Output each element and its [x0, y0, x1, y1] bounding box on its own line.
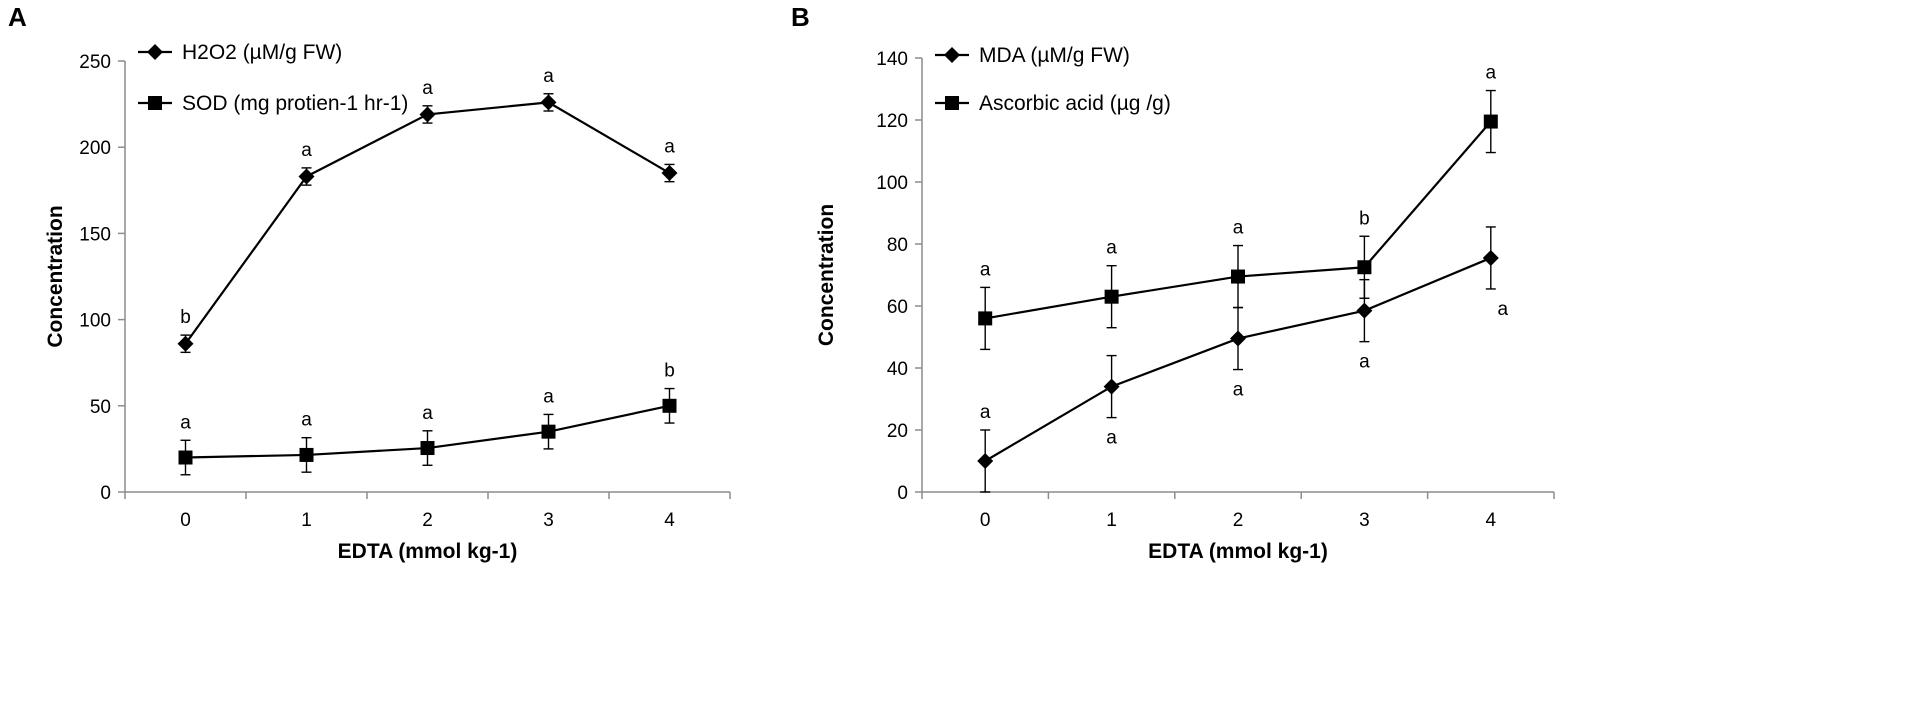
y-tick-label: 0 [897, 483, 908, 504]
legend-label: H2O2 (µM/g FW) [182, 41, 342, 64]
y-axis-title: Concentration [815, 204, 838, 346]
x-axis-title: EDTA (mmol kg-1) [1148, 540, 1328, 563]
data-point-diamond [977, 453, 994, 469]
significance-letter: a [1359, 352, 1370, 373]
y-axis-title: Concentration [44, 205, 67, 347]
y-tick-label: 20 [887, 421, 908, 442]
significance-letter: a [1233, 218, 1244, 239]
panel-label-b: B [791, 2, 810, 32]
data-point-diamond [298, 168, 315, 185]
data-point-square [1104, 289, 1119, 304]
x-tick-label: 3 [543, 510, 554, 531]
significance-letter: b [1359, 208, 1370, 229]
significance-letter: a [1498, 299, 1509, 320]
significance-letter: a [422, 403, 433, 424]
y-tick-label: 60 [887, 297, 908, 318]
x-tick-label: 0 [180, 510, 191, 531]
y-tick-label: 120 [876, 111, 908, 132]
significance-letter: a [980, 259, 991, 280]
legend-label: MDA (µM/g FW) [979, 44, 1130, 67]
y-tick-label: 100 [876, 173, 908, 194]
series-square-group: a a a b a [978, 63, 1498, 351]
data-point-square [978, 311, 993, 326]
significance-letter: a [1486, 63, 1497, 84]
data-point-square [1231, 269, 1245, 284]
y-tick-label: 100 [79, 311, 111, 332]
significance-letter: a [180, 412, 191, 433]
series-diamond-group: b a a a a [177, 66, 678, 354]
data-point-diamond [1356, 302, 1373, 319]
y-tick-label: 250 [79, 52, 111, 73]
y-tick-label: 140 [876, 49, 908, 70]
x-tick-label: 4 [664, 510, 675, 531]
data-point-square [178, 450, 193, 465]
x-axis-title: EDTA (mmol kg-1) [338, 540, 518, 563]
significance-letter: a [1233, 380, 1244, 401]
chart-panel-b: B 0 20 40 60 80 100 120 140 0 1 2 3 4 Concentration EDT… [791, 2, 1555, 563]
significance-letter: a [543, 66, 554, 87]
y-tick-label: 80 [887, 235, 908, 256]
data-point-diamond [177, 335, 194, 352]
x-tick-label: 4 [1486, 510, 1497, 531]
series-diamond-group: a a a a a [977, 226, 1509, 493]
data-point-diamond [1230, 330, 1246, 347]
legend-label: Ascorbic acid (µg /g) [979, 92, 1171, 115]
series-square-group: a a a a b [178, 361, 677, 476]
data-point-diamond [1482, 249, 1499, 266]
y-tick-label: 150 [79, 224, 111, 245]
legend-marker-diamond [147, 44, 163, 60]
y-tick-label: 0 [100, 483, 111, 504]
significance-letter: a [1106, 428, 1117, 449]
data-point-square [1357, 260, 1372, 275]
x-tick-label: 1 [1106, 510, 1117, 531]
data-point-diamond [540, 94, 557, 111]
panel-label-a: A [8, 2, 27, 32]
x-tick-label: 1 [301, 510, 312, 531]
significance-letter: b [664, 361, 675, 382]
data-point-square [420, 441, 435, 456]
data-point-diamond [419, 106, 436, 123]
significance-letter: a [543, 386, 554, 407]
x-tick-label: 0 [980, 510, 991, 531]
significance-letter: a [664, 136, 675, 157]
x-tick-label: 2 [1233, 510, 1244, 531]
legend-label: SOD (mg protien-1 hr-1) [182, 92, 408, 115]
data-point-square [541, 424, 556, 439]
significance-letter: a [301, 410, 312, 431]
x-tick-label: 3 [1359, 510, 1370, 531]
data-point-square [1483, 114, 1498, 129]
y-tick-label: 50 [90, 397, 111, 418]
data-point-diamond [661, 165, 678, 182]
legend-marker-square [148, 96, 162, 110]
x-tick-label: 2 [422, 510, 433, 531]
series-line [184, 101, 671, 345]
y-tick-label: 40 [887, 359, 908, 380]
significance-letter: b [180, 307, 191, 328]
chart-panel-a: A 0 50 100 150 200 250 0 1 2 3 4 Concentration EDTA (… [8, 2, 731, 563]
legend-marker-square [945, 96, 959, 110]
significance-letter: a [301, 140, 312, 161]
significance-letter: a [980, 402, 991, 423]
data-point-square [299, 447, 314, 462]
legend-marker-diamond [944, 47, 960, 63]
significance-letter: a [422, 78, 433, 99]
data-point-diamond [1103, 378, 1120, 395]
significance-letter: a [1106, 238, 1117, 259]
data-point-square [662, 398, 677, 413]
y-tick-label: 200 [79, 138, 111, 159]
